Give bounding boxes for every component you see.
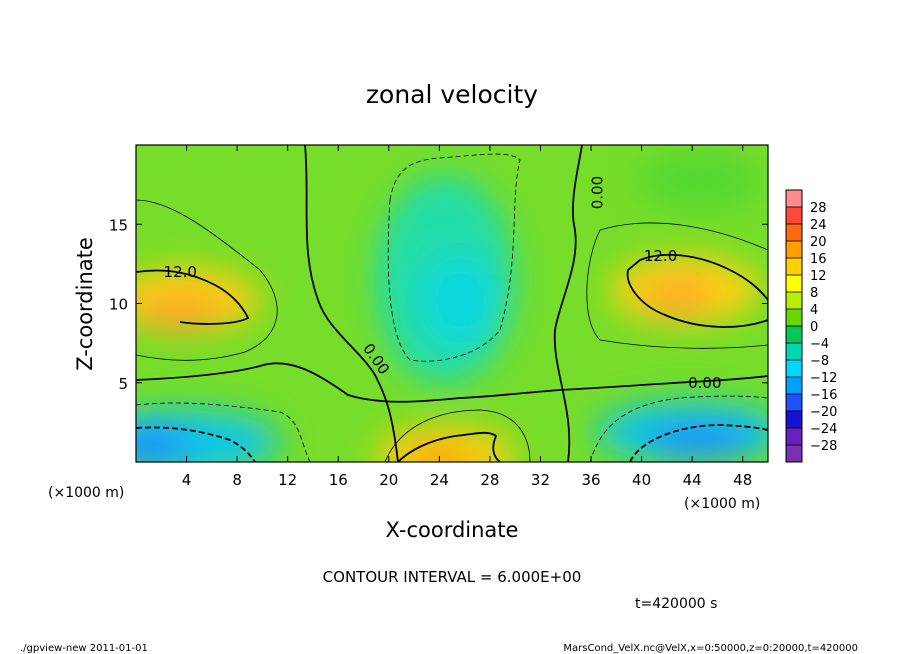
colorbar-swatch — [786, 411, 802, 429]
x-tick-label: 36 — [581, 471, 600, 489]
colorbar-label: −8 — [810, 354, 829, 369]
footer-left: ./gpview-new 2011-01-01 — [20, 643, 148, 654]
x-tick-label: 20 — [379, 471, 398, 489]
contour-twelve-left — [136, 269, 250, 325]
x-axis-ticks: 4 8 12 16 20 24 28 32 36 40 44 48 — [182, 145, 752, 489]
colorbar-swatch — [786, 360, 802, 378]
x-tick-label: 8 — [232, 471, 242, 489]
x-tick-label: 28 — [480, 471, 499, 489]
contour-label: 12.0 — [644, 247, 677, 265]
colorbar-label: −16 — [810, 388, 837, 403]
colorbar-swatch — [786, 241, 802, 259]
colorbar-swatch — [786, 377, 802, 395]
colorbar-label: −28 — [810, 439, 837, 454]
contour-minus-six-center — [387, 153, 521, 362]
field-region-bottom-left-core — [136, 428, 190, 462]
colorbar-swatch — [786, 224, 802, 242]
x-tick-label: 16 — [329, 471, 348, 489]
y-axis-ticks: 5 10 15 — [109, 216, 768, 393]
field-region-bottom-center-core — [405, 448, 475, 462]
colorbar-label: 28 — [810, 201, 827, 216]
colorbar-label: −24 — [810, 422, 837, 437]
field-region-jet-left-core — [136, 294, 225, 330]
x-tick-label: 40 — [632, 471, 651, 489]
colorbar-label: 16 — [810, 252, 827, 267]
colorbar-swatch — [786, 207, 802, 225]
contour-minus-six-bottom-left — [136, 402, 311, 462]
contour-six-bottom — [384, 409, 531, 462]
field-region-jet-right-core — [638, 275, 718, 315]
colorbar-label: 20 — [810, 235, 827, 250]
colorbar-label: 24 — [810, 218, 827, 233]
colorbar-swatch — [786, 326, 802, 344]
contour-minus-twelve-left — [136, 426, 256, 462]
time-text: t=420000 s — [635, 596, 717, 612]
y-axis-label: Z-coordinate — [73, 237, 97, 371]
x-tick-label: 44 — [683, 471, 702, 489]
field-region-center-low-core — [422, 255, 498, 345]
y-tick-label: 15 — [109, 216, 128, 234]
colorbar-swatch — [786, 292, 802, 310]
colorbar-label: −12 — [810, 371, 837, 386]
contour-minus-twelve-right — [629, 424, 768, 462]
field-region-bottom-right-core — [645, 424, 755, 456]
contour-label: 0.00 — [588, 176, 606, 209]
plot-area — [136, 145, 768, 462]
contour-lines — [136, 145, 768, 462]
contour-minus-six-bottom-right — [589, 395, 768, 462]
contour-twelve-bottom — [397, 431, 501, 462]
footer-right: MarsCond_VelX.nc@VelX,x=0:50000,z=0:2000… — [563, 643, 858, 654]
colorbar-swatch — [786, 343, 802, 361]
x-tick-label: 12 — [278, 471, 297, 489]
contour-label: 0.00 — [688, 374, 721, 392]
colorbar: 28 24 20 16 12 8 4 0 −4 −8 −12 −16 −20 −24 −28 — [785, 189, 837, 463]
y-tick-label: 10 — [109, 296, 128, 314]
contour-interval-text: CONTOUR INTERVAL = 6.000E+00 — [323, 568, 582, 586]
y-tick-label: 5 — [118, 375, 128, 393]
x-tick-label: 48 — [733, 471, 752, 489]
colorbar-label: 12 — [810, 269, 827, 284]
colorbar-label: −4 — [810, 337, 829, 352]
contour-label: 12.0 — [164, 263, 197, 281]
x-tick-label: 4 — [182, 471, 192, 489]
field-shading — [136, 150, 768, 462]
chart-title: zonal velocity — [366, 80, 538, 109]
x-unit-label-right: (×1000 m) — [684, 496, 760, 512]
colorbar-swatch — [786, 428, 802, 446]
colorbar-swatch — [786, 190, 802, 208]
contour-zero-right — [553, 145, 583, 462]
contour-zero-left — [304, 145, 399, 462]
x-tick-label: 24 — [430, 471, 449, 489]
x-tick-label: 32 — [531, 471, 550, 489]
colorbar-swatch — [786, 275, 802, 293]
colorbar-swatch — [786, 309, 802, 327]
x-axis-label: X-coordinate — [386, 518, 519, 542]
colorbar-swatch — [786, 394, 802, 412]
colorbar-label: 4 — [810, 303, 818, 318]
colorbar-swatch — [786, 258, 802, 276]
colorbar-label: 0 — [810, 320, 818, 335]
x-unit-label: (×1000 m) — [48, 485, 124, 501]
colorbar-label: 8 — [810, 286, 818, 301]
contour-six-left — [136, 199, 278, 361]
field-region-upper-right — [640, 150, 760, 210]
colorbar-swatch — [786, 445, 802, 463]
colorbar-label: −20 — [810, 405, 837, 420]
contour-zero-lower — [136, 362, 768, 403]
contour-six-right — [586, 222, 768, 349]
